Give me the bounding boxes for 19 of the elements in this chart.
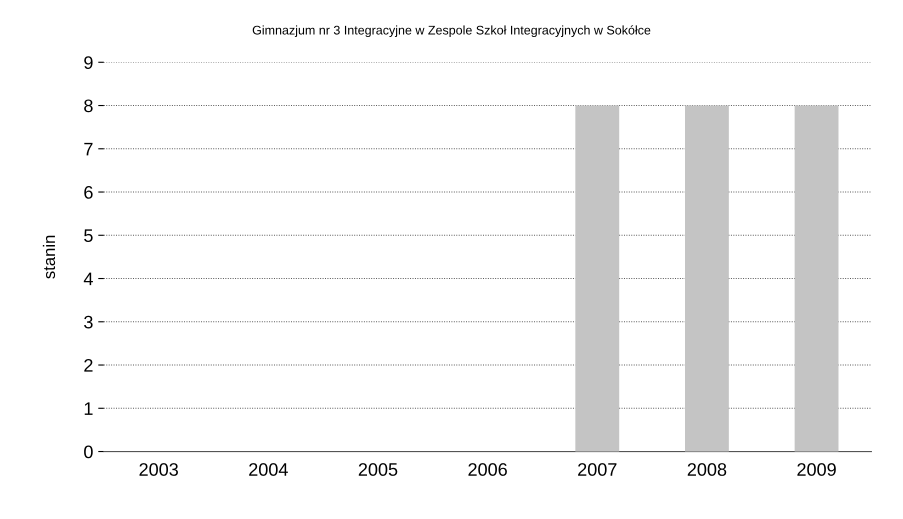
y-tick-label: 2 (84, 358, 93, 372)
x-tick-label: 2003 (139, 463, 178, 476)
y-tick-label: 3 (84, 316, 93, 328)
x-tick-label: 2005 (358, 463, 398, 476)
y-tick-label: 8 (84, 99, 93, 112)
x-tick-label: 2004 (249, 463, 288, 476)
y-tick-label: 0 (84, 445, 93, 458)
x-tick-label: 2008 (688, 463, 726, 476)
y-tick-label: 4 (84, 272, 93, 286)
y-tick-label: 1 (84, 402, 93, 415)
y-tick-label: 6 (84, 186, 93, 199)
y-axis-title: stanin (42, 236, 56, 279)
y-tick-label: 7 (84, 142, 93, 156)
x-tick-label: 2006 (468, 463, 507, 476)
x-tick-label: 2009 (797, 463, 836, 476)
y-tick-label: 5 (84, 229, 93, 242)
x-tick-label: 2007 (578, 463, 616, 476)
y-tick-label: 9 (84, 56, 93, 69)
chart-title: Gimnazjum nr 3 Integracyjne w Zespole Szkoł Integracyjnych w Sokółce (252, 25, 650, 38)
